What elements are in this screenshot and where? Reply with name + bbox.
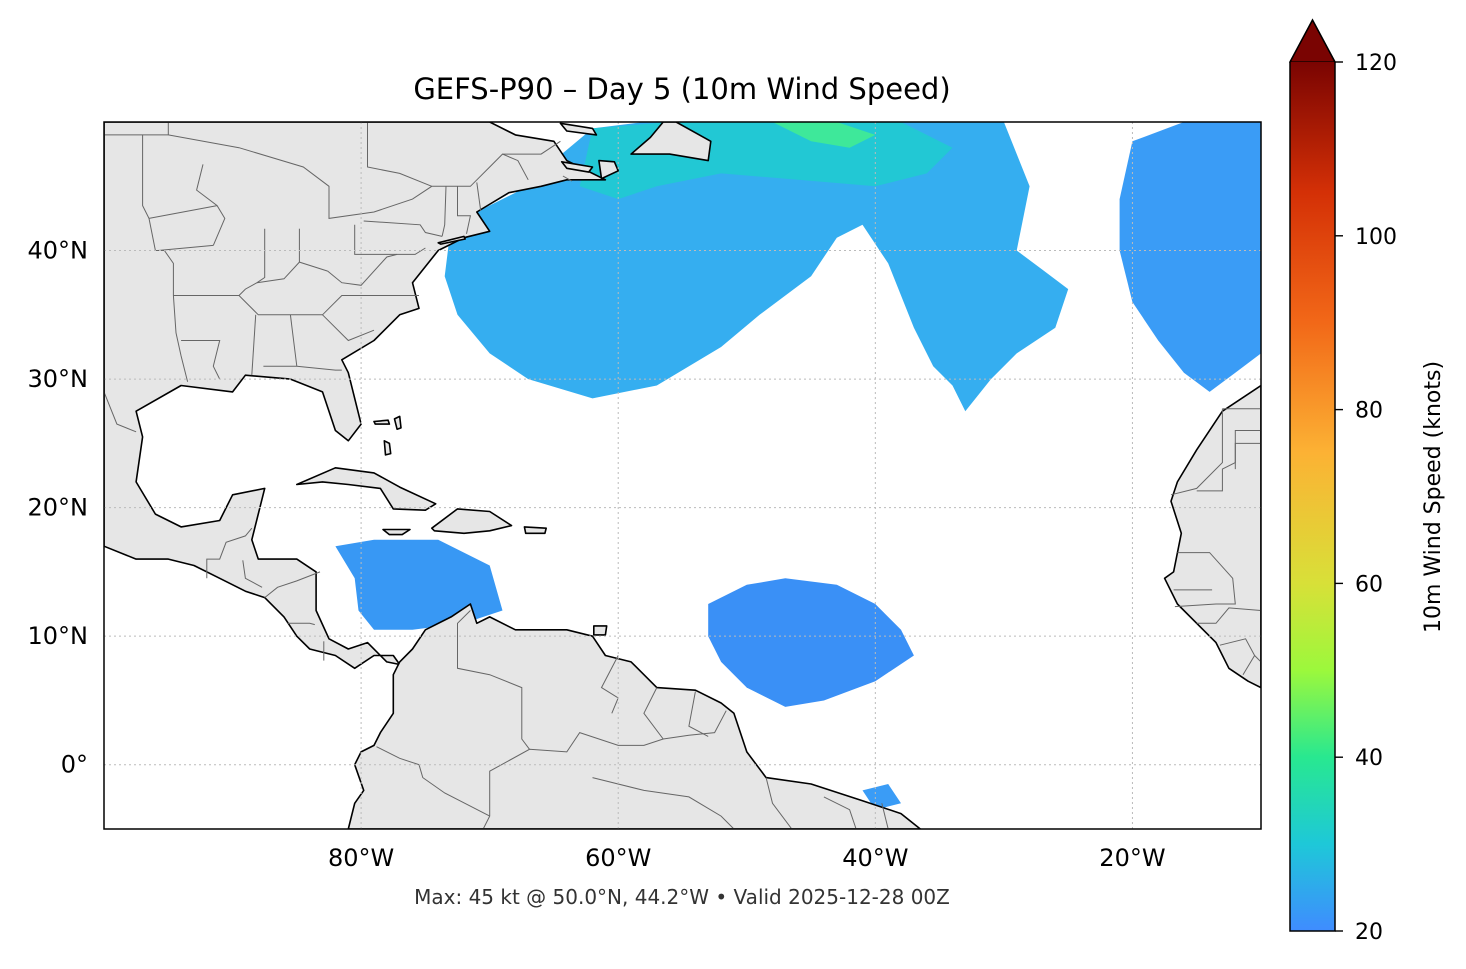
border-africa-senegal (1174, 552, 1236, 608)
land-cape-breton (598, 159, 620, 180)
border-us-states-4 (181, 340, 221, 380)
land-cuba (295, 466, 437, 512)
border-us-states-15 (327, 253, 398, 286)
map-area (103, 121, 1262, 830)
border-honduras-nicaragua (264, 571, 321, 598)
border-venezuela-guyana (600, 655, 619, 714)
border-canada-quebec-nb (502, 140, 561, 155)
lon-tick-label: 40°W (842, 844, 908, 872)
border-brazil-states-4 (881, 803, 889, 829)
land-anticosti (559, 122, 598, 136)
border-africa-mali (1234, 442, 1261, 470)
colorbar-extend-arrow (1288, 18, 1337, 63)
border-us-states-20 (238, 261, 328, 296)
colorbar-ticks: 20 40 60 80 100 120 (1335, 51, 1397, 945)
wind-region-tropical-atlantic (708, 578, 914, 707)
land-south-america (347, 603, 922, 829)
land-trinidad (592, 625, 608, 636)
border-us-states-7 (263, 365, 342, 371)
land-hispaniola (430, 508, 513, 535)
land-bahamas-andros (383, 439, 392, 456)
wind-region-north-atlantic-max (772, 122, 876, 148)
border-guatemala-honduras (242, 560, 263, 588)
border-layer (104, 122, 1261, 829)
border-us-states-17 (441, 186, 447, 237)
land-africa (1163, 384, 1261, 689)
colorbar-tick-label: 60 (1355, 572, 1383, 597)
land-layer (104, 122, 1261, 829)
border-us-states-10 (256, 228, 266, 284)
map-frame (103, 121, 1262, 830)
border-nicaragua-costarica (287, 622, 315, 626)
border-us-states-18 (457, 186, 472, 234)
border-us-states-13 (157, 244, 214, 251)
colorbar-tick-label: 20 (1355, 920, 1383, 945)
latitude-ticks: 40°N 30°N 20°N 10°N 0° (28, 237, 89, 779)
border-colombia-venezuela (457, 610, 530, 750)
map-title: GEFS-P90 – Day 5 (10m Wind Speed) (413, 72, 950, 106)
border-brazil-states-2 (765, 777, 793, 829)
border-colombia-ecuador-peru (376, 746, 490, 817)
lat-tick-label: 10°N (28, 622, 89, 650)
border-africa-mauritania (1196, 430, 1261, 492)
lat-tick-label: 40°N (28, 237, 89, 265)
border-us-states-19 (476, 182, 482, 211)
colorbar-tick-label: 80 (1355, 399, 1383, 424)
border-canada-ontario-quebec (367, 122, 432, 187)
border-us-canada (104, 134, 529, 219)
border-brazil-states-3 (823, 796, 857, 829)
lon-tick-label: 60°W (585, 844, 651, 872)
colorbar-tick-label: 120 (1355, 51, 1397, 76)
lat-tick-label: 30°N (28, 365, 89, 393)
land-puerto-rico (523, 526, 548, 535)
colorbar: 20 40 60 80 100 120 10m Wind Speed (knots) (1288, 18, 1446, 945)
land-jamaica (382, 528, 411, 536)
border-canada-nb-ns (562, 175, 573, 182)
land-newfoundland (630, 122, 712, 162)
wind-region-north-atlantic-west (444, 122, 1069, 412)
border-africa-sierraleone (1219, 638, 1256, 675)
border-guiana-brazil (482, 710, 727, 829)
border-us-states-14 (354, 224, 426, 255)
border-africa-liberia (1254, 655, 1261, 663)
colorbar-outline (1289, 18, 1336, 932)
border-us-states-12 (148, 205, 218, 219)
colorbar-tick-label: 40 (1355, 746, 1383, 771)
lon-tick-label: 20°W (1099, 844, 1165, 872)
longitude-ticks: 80°W 60°W 40°W 20°W (328, 844, 1166, 872)
border-us-states-16 (363, 220, 443, 237)
land-pei (560, 161, 594, 173)
lon-tick-label: 80°W (328, 844, 394, 872)
wind-region-north-atlantic-east (1119, 122, 1261, 392)
border-us-states-6 (289, 314, 298, 367)
border-mexico-guatemala (206, 527, 253, 579)
border-guyana-suriname (643, 687, 664, 740)
lat-tick-label: 0° (61, 751, 88, 779)
max-valid-footer: Max: 45 kt @ 50.0°N, 44.2°W • Valid 2025… (414, 885, 950, 909)
border-africa-guinea (1196, 607, 1261, 624)
colorbar-label: 10m Wind Speed (knots) (1421, 361, 1446, 633)
border-us-states-5 (251, 314, 257, 376)
land-long-island (437, 235, 467, 245)
border-africa-sahara (1170, 408, 1223, 496)
border-suriname-guiana (688, 691, 709, 737)
border-us-states-1 (142, 134, 189, 382)
colorbar-gradient (1290, 62, 1335, 931)
border-us-mexico (104, 391, 137, 433)
land-bahamas-grand (373, 419, 391, 425)
border-brazil-states-1 (592, 777, 735, 829)
land-north-america (104, 122, 607, 670)
land-bahamas-abaco (393, 415, 402, 431)
lat-tick-label: 20°N (28, 494, 89, 522)
border-us-states-8 (322, 314, 375, 342)
wind-region-caribbean (335, 539, 503, 630)
colorbar-tick-label: 100 (1355, 225, 1397, 250)
